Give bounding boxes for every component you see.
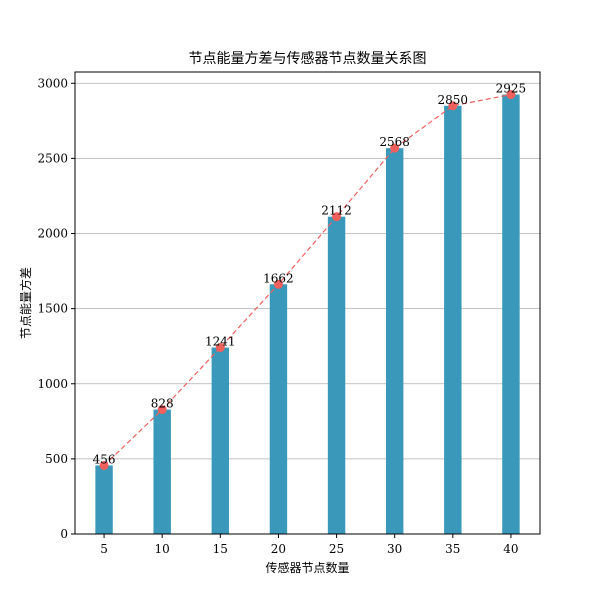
- trend-marker: [390, 143, 400, 153]
- data-label: 2568: [379, 135, 410, 149]
- y-tick-label: 3000: [37, 76, 68, 90]
- trend-marker: [157, 405, 167, 415]
- x-tick-label: 20: [271, 542, 286, 556]
- x-tick-label: 40: [503, 542, 518, 556]
- bar: [211, 347, 230, 534]
- bar: [153, 409, 171, 534]
- y-tick-label: 0: [60, 527, 68, 541]
- bar: [95, 465, 113, 534]
- y-tick-label: 500: [45, 452, 68, 466]
- bars: [95, 94, 520, 535]
- bar: [327, 216, 346, 534]
- trend-marker: [332, 212, 342, 222]
- trend-line-path: [103, 93, 512, 466]
- chart-title: 节点能量方差与传感器节点数量关系图: [189, 50, 427, 67]
- data-label: 456: [93, 452, 116, 466]
- x-axis-label: 传感器节点数量: [265, 560, 349, 575]
- x-ticks: 5 10 15 20 25 30 35 40: [100, 534, 519, 556]
- y-tick-label: 2000: [37, 227, 68, 241]
- x-tick-label: 25: [329, 542, 344, 556]
- y-ticks: 0 500 1000 1500 2000 2500 3000: [37, 76, 75, 541]
- data-label: 1662: [263, 271, 294, 285]
- data-labels: 456 828 1241 1662 2112 2568 2850 2925: [93, 82, 527, 467]
- y-tick-label: 2500: [37, 151, 68, 165]
- data-label: 2112: [321, 204, 352, 218]
- y-axis-label: 节点能量方差: [18, 267, 33, 339]
- x-tick-label: 5: [100, 542, 108, 556]
- x-tick-label: 35: [445, 542, 460, 556]
- bar: [444, 105, 462, 535]
- trend-marker: [506, 90, 516, 100]
- x-tick-label: 10: [155, 542, 170, 556]
- trend-line: [99, 90, 516, 470]
- x-tick-label: 15: [213, 542, 228, 556]
- data-label: 1241: [205, 335, 236, 349]
- data-label: 2925: [496, 82, 527, 96]
- x-tick-label: 30: [387, 542, 402, 556]
- y-tick-label: 1000: [37, 377, 68, 391]
- y-tick-label: 1500: [37, 302, 68, 316]
- bar: [269, 284, 288, 534]
- bar: [385, 148, 404, 535]
- trend-marker: [273, 279, 283, 289]
- trend-marker: [215, 343, 225, 353]
- trend-marker: [448, 101, 458, 111]
- bar: [502, 94, 520, 534]
- data-label: 2850: [438, 93, 469, 107]
- data-label: 828: [151, 397, 174, 411]
- grid-lines: [75, 82, 540, 460]
- trend-marker: [99, 460, 109, 470]
- plot-frame: [74, 71, 541, 535]
